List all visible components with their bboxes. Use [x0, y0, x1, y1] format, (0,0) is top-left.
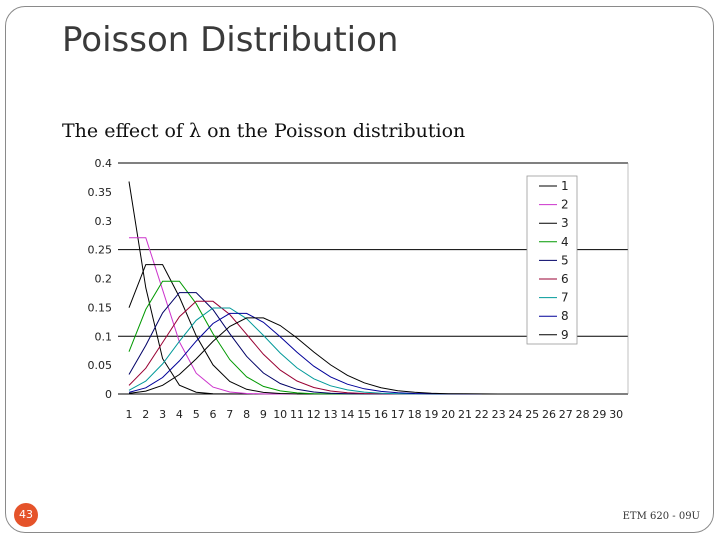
legend-label-1: 1	[561, 179, 569, 193]
x-tick-label: 19	[424, 408, 438, 421]
x-tick-label: 12	[307, 408, 321, 421]
y-tick-label: 0.15	[88, 301, 113, 314]
slide-subtitle: The effect of λ on the Poisson distribut…	[62, 120, 466, 142]
series-line-6	[128, 300, 432, 395]
x-tick-label: 10	[273, 408, 287, 421]
series-line-8	[128, 312, 482, 395]
y-tick-label: 0.4	[95, 157, 113, 170]
x-tick-label: 13	[324, 408, 338, 421]
x-tick-label: 7	[226, 408, 233, 421]
y-tick-label: 0.1	[95, 330, 113, 343]
x-tick-label: 6	[210, 408, 217, 421]
series-line-2	[129, 237, 297, 395]
x-tick-label: 20	[441, 408, 455, 421]
y-tick-label: 0.2	[95, 273, 113, 286]
x-tick-label: 1	[126, 408, 133, 421]
y-tick-label: 0.35	[88, 186, 113, 199]
x-tick-label: 21	[458, 408, 472, 421]
x-tick-label: 11	[290, 408, 304, 421]
x-tick-label: 29	[592, 408, 606, 421]
legend-label-3: 3	[561, 216, 569, 230]
x-tick-label: 9	[260, 408, 267, 421]
slide-title: Poisson Distribution	[62, 20, 399, 60]
x-tick-label: 24	[508, 408, 522, 421]
legend-label-8: 8	[561, 309, 569, 323]
series-line-3	[128, 264, 348, 395]
legend-label-7: 7	[561, 291, 569, 305]
series-line-4	[128, 280, 381, 395]
series-line-9	[128, 317, 516, 395]
legend-label-5: 5	[561, 253, 569, 267]
x-tick-label: 25	[525, 408, 539, 421]
legend-label-4: 4	[561, 235, 569, 249]
x-tick-label: 16	[374, 408, 388, 421]
y-tick-label: 0.05	[88, 359, 113, 372]
x-tick-label: 17	[391, 408, 405, 421]
page-number-badge: 43	[14, 503, 38, 527]
legend-label-9: 9	[561, 328, 569, 342]
y-tick-label: 0	[105, 388, 112, 401]
y-tick-label: 0.3	[95, 215, 113, 228]
x-tick-label: 2	[142, 408, 149, 421]
x-tick-label: 5	[193, 408, 200, 421]
legend-label-6: 6	[561, 272, 569, 286]
x-tick-label: 30	[609, 408, 623, 421]
x-tick-label: 28	[576, 408, 590, 421]
x-tick-label: 3	[159, 408, 166, 421]
footer-text: ETM 620 - 09U	[622, 511, 700, 522]
legend-label-2: 2	[561, 198, 569, 212]
x-tick-label: 14	[340, 408, 354, 421]
slide-frame	[5, 6, 714, 533]
x-tick-label: 23	[492, 408, 506, 421]
x-tick-label: 15	[357, 408, 371, 421]
series-line-5	[128, 292, 398, 395]
x-tick-label: 26	[542, 408, 556, 421]
series-line-1	[128, 181, 264, 395]
y-tick-label: 0.25	[88, 244, 113, 257]
x-tick-label: 22	[475, 408, 489, 421]
x-tick-label: 4	[176, 408, 183, 421]
x-tick-label: 18	[408, 408, 422, 421]
x-tick-label: 27	[559, 408, 573, 421]
x-tick-label: 8	[243, 408, 250, 421]
series-line-7	[128, 307, 465, 395]
